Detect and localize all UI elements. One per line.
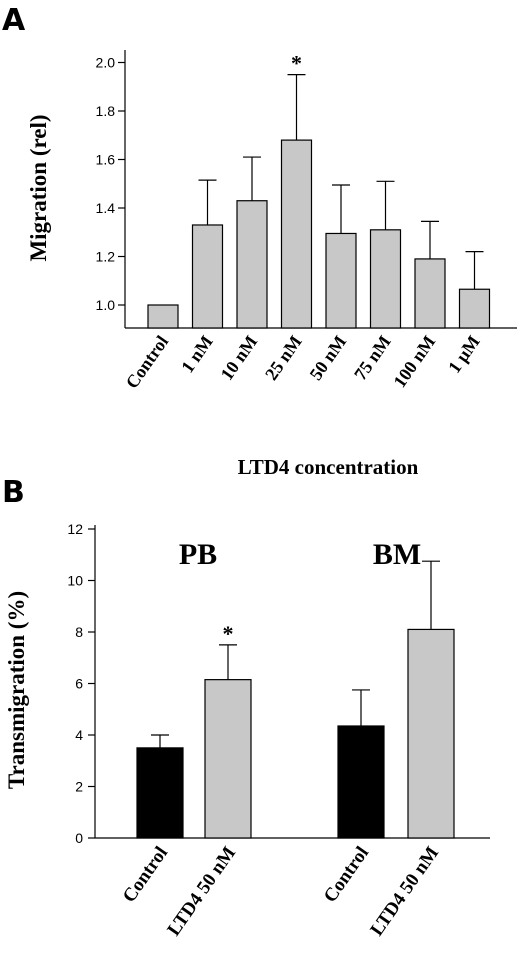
panel-a-y-tick-label: 1.4 [96,200,116,216]
panel-a-bar [458,288,491,329]
panel-b-bar [136,747,184,839]
panel-b-x-tick-label: LTD4 50 nM [163,843,240,940]
panel-a-y-tick-label: 1.2 [96,249,116,265]
panel-a-y-tick-label: 1.8 [96,103,116,119]
panel-a-bar [325,232,357,329]
panel-b-bars: * [136,560,455,839]
panel-a-letter: A [2,3,26,38]
panel-b-error-bar [219,644,237,680]
panel-a-significance-marker: * [291,51,302,76]
panel-a-x-axis-label: LTD4 concentration [238,455,419,479]
panel-b-bar [337,725,385,839]
panel-a-bars: * [147,51,491,329]
panel-b-x-tick-label: LTD4 50 nM [366,843,443,940]
panel-a-y-tick-label: 1.6 [96,152,116,168]
panel-a-x-tick-label: 50 nM [306,332,351,384]
panel-b-y-tick-label: 6 [75,676,83,692]
panel-a-x-tick-label: 1 μM [444,332,484,377]
panel-a-error-bar [198,179,217,225]
panel-b-x-tick-label: Control [119,843,172,907]
panel-a-bar [369,229,402,329]
panel-b-group-labels: PB BM [179,538,421,571]
panel-a-error-bar [287,74,306,141]
panel-b-letter: B [2,475,25,510]
panel-a-error-bar [243,156,261,201]
panel-a-y-tick-label: 2.0 [96,55,116,71]
panel-a-x-tick-label: Control [122,332,173,392]
panel-a-x-tick-label: 1 nM [177,332,217,377]
panel-a-error-bar [332,184,350,234]
panel-a-x-tick-label: 75 nM [350,332,395,384]
panel-b-error-bar [352,689,370,726]
panel-b-bar [407,628,455,839]
panel-a-error-bar [421,220,439,259]
panel-b-bar [204,679,252,839]
panel-a-bar [414,258,446,329]
panel-b-y-tick-label: 12 [67,521,83,537]
panel-b-y-tick-label: 10 [67,573,83,589]
panel-b-y-tick-label: 8 [75,624,83,640]
panel-a-x-tick-label: 25 nM [261,332,306,384]
panel-a-bar [236,200,268,329]
panel-a-error-bar [465,251,484,290]
panel-b-x-tick-label: Control [320,843,373,907]
panel-b-y-tick-label: 0 [75,830,83,846]
panel-a-y-axis-label: Migration (rel) [26,114,51,261]
panel-a-error-bar [376,180,395,230]
panel-b-significance-marker: * [223,621,234,646]
panel-a-x-tick-label: 100 nM [389,332,439,391]
panel-a: A 1.0 1.2 1.4 1.6 1.8 2.0 * Control 1 nM 10 nM 2… [2,3,517,479]
panel-a-bar [280,139,313,329]
panel-a-y-axis: 1.0 1.2 1.4 1.6 1.8 2.0 [96,50,126,328]
panel-b-group-label: PB [179,538,217,571]
panel-b-y-axis: 0 2 4 6 8 10 12 [67,521,96,846]
panel-b-y-ticks: 0 2 4 6 8 10 12 [67,521,95,846]
panel-b-group-label: BM [373,538,421,571]
panel-b-error-bar [422,560,440,630]
panel-a-bar [147,304,179,329]
panel-a-y-tick-label: 1.0 [96,297,116,313]
panel-a-bar [191,224,224,329]
panel-a-x-tick-label: 10 nM [217,332,262,384]
panel-a-y-ticks: 1.0 1.2 1.4 1.6 1.8 2.0 [96,55,125,313]
panel-b-y-tick-label: 4 [75,727,83,743]
panel-b-y-axis-label: Transmigration (%) [4,591,29,789]
panel-b-error-bar [151,734,169,748]
panel-b-y-tick-label: 2 [75,779,83,795]
